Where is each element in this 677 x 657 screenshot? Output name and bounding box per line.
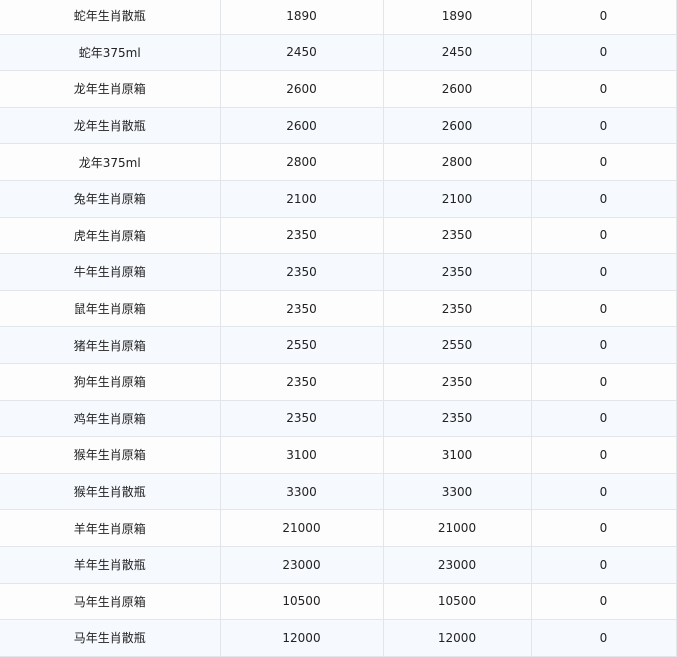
price-cell-2: 12000 xyxy=(383,619,532,657)
price-cell-2: 2450 xyxy=(383,34,532,72)
product-name-cell: 蛇年生肖散瓶 xyxy=(0,0,221,35)
table-row[interactable]: 龙年生肖散瓶 2600 2600 0 xyxy=(0,107,677,145)
product-name-cell: 猴年生肖原箱 xyxy=(0,436,221,474)
product-name-cell: 蛇年375ml xyxy=(0,34,221,72)
quantity-cell: 0 xyxy=(531,253,677,291)
price-cell-2: 2350 xyxy=(383,290,532,328)
price-cell-2: 2350 xyxy=(383,217,532,255)
product-name-cell: 龙年生肖原箱 xyxy=(0,70,221,108)
price-cell-2: 2600 xyxy=(383,70,532,108)
table-row[interactable]: 鼠年生肖原箱 2350 2350 0 xyxy=(0,290,677,328)
price-cell-2: 23000 xyxy=(383,546,532,584)
price-cell: 3100 xyxy=(220,436,384,474)
price-cell-2: 3300 xyxy=(383,473,532,511)
table-row[interactable]: 虎年生肖原箱 2350 2350 0 xyxy=(0,217,677,255)
price-cell: 2600 xyxy=(220,107,384,145)
price-cell: 21000 xyxy=(220,509,384,547)
product-name-cell: 马年生肖散瓶 xyxy=(0,619,221,657)
quantity-cell: 0 xyxy=(531,546,677,584)
product-name-cell: 虎年生肖原箱 xyxy=(0,217,221,255)
quantity-cell: 0 xyxy=(531,400,677,438)
table-row[interactable]: 龙年生肖原箱 2600 2600 0 xyxy=(0,70,677,108)
table-row[interactable]: 蛇年375ml 2450 2450 0 xyxy=(0,34,677,72)
quantity-cell: 0 xyxy=(531,34,677,72)
product-name-cell: 猴年生肖散瓶 xyxy=(0,473,221,511)
price-cell: 10500 xyxy=(220,583,384,621)
product-name-cell: 兔年生肖原箱 xyxy=(0,180,221,218)
table-row[interactable]: 马年生肖散瓶 12000 12000 0 xyxy=(0,619,677,657)
product-name-cell: 牛年生肖原箱 xyxy=(0,253,221,291)
price-cell-2: 21000 xyxy=(383,509,532,547)
quantity-cell: 0 xyxy=(531,326,677,364)
table-row[interactable]: 马年生肖原箱 10500 10500 0 xyxy=(0,583,677,621)
product-name-cell: 马年生肖原箱 xyxy=(0,583,221,621)
price-cell: 2450 xyxy=(220,34,384,72)
price-cell: 2350 xyxy=(220,290,384,328)
table-row[interactable]: 鸡年生肖原箱 2350 2350 0 xyxy=(0,400,677,438)
quantity-cell: 0 xyxy=(531,509,677,547)
price-cell: 2600 xyxy=(220,70,384,108)
table-row[interactable]: 蛇年生肖散瓶 1890 1890 0 xyxy=(0,0,677,35)
product-name-cell: 龙年生肖散瓶 xyxy=(0,107,221,145)
price-cell-2: 1890 xyxy=(383,0,532,35)
table-row[interactable]: 牛年生肖原箱 2350 2350 0 xyxy=(0,253,677,291)
product-name-cell: 龙年375ml xyxy=(0,143,221,181)
price-cell-2: 2800 xyxy=(383,143,532,181)
product-name-cell: 猪年生肖原箱 xyxy=(0,326,221,364)
price-cell-2: 2100 xyxy=(383,180,532,218)
quantity-cell: 0 xyxy=(531,619,677,657)
table-row[interactable]: 猪年生肖原箱 2550 2550 0 xyxy=(0,326,677,364)
quantity-cell: 0 xyxy=(531,473,677,511)
quantity-cell: 0 xyxy=(531,143,677,181)
quantity-cell: 0 xyxy=(531,217,677,255)
product-name-cell: 鼠年生肖原箱 xyxy=(0,290,221,328)
table-row[interactable]: 羊年生肖原箱 21000 21000 0 xyxy=(0,509,677,547)
price-cell: 2350 xyxy=(220,253,384,291)
product-name-cell: 羊年生肖散瓶 xyxy=(0,546,221,584)
price-cell-2: 2600 xyxy=(383,107,532,145)
quantity-cell: 0 xyxy=(531,436,677,474)
quantity-cell: 0 xyxy=(531,0,677,35)
quantity-cell: 0 xyxy=(531,290,677,328)
price-cell: 23000 xyxy=(220,546,384,584)
table-row[interactable]: 龙年375ml 2800 2800 0 xyxy=(0,143,677,181)
price-cell-2: 10500 xyxy=(383,583,532,621)
quantity-cell: 0 xyxy=(531,363,677,401)
price-cell: 2350 xyxy=(220,400,384,438)
quantity-cell: 0 xyxy=(531,583,677,621)
table-row[interactable]: 兔年生肖原箱 2100 2100 0 xyxy=(0,180,677,218)
price-cell: 2350 xyxy=(220,363,384,401)
product-name-cell: 鸡年生肖原箱 xyxy=(0,400,221,438)
price-cell: 12000 xyxy=(220,619,384,657)
price-cell-2: 2350 xyxy=(383,363,532,401)
quantity-cell: 0 xyxy=(531,107,677,145)
quantity-cell: 0 xyxy=(531,180,677,218)
product-name-cell: 狗年生肖原箱 xyxy=(0,363,221,401)
table-row[interactable]: 羊年生肖散瓶 23000 23000 0 xyxy=(0,546,677,584)
table-row[interactable]: 猴年生肖散瓶 3300 3300 0 xyxy=(0,473,677,511)
quantity-cell: 0 xyxy=(531,70,677,108)
product-name-cell: 羊年生肖原箱 xyxy=(0,509,221,547)
table-row[interactable]: 狗年生肖原箱 2350 2350 0 xyxy=(0,363,677,401)
price-cell-2: 2350 xyxy=(383,253,532,291)
price-cell-2: 2350 xyxy=(383,400,532,438)
price-cell: 2350 xyxy=(220,217,384,255)
price-cell: 1890 xyxy=(220,0,384,35)
price-cell: 3300 xyxy=(220,473,384,511)
table-row[interactable]: 猴年生肖原箱 3100 3100 0 xyxy=(0,436,677,474)
price-cell: 2100 xyxy=(220,180,384,218)
price-cell-2: 3100 xyxy=(383,436,532,474)
price-cell: 2550 xyxy=(220,326,384,364)
price-cell-2: 2550 xyxy=(383,326,532,364)
price-cell: 2800 xyxy=(220,143,384,181)
